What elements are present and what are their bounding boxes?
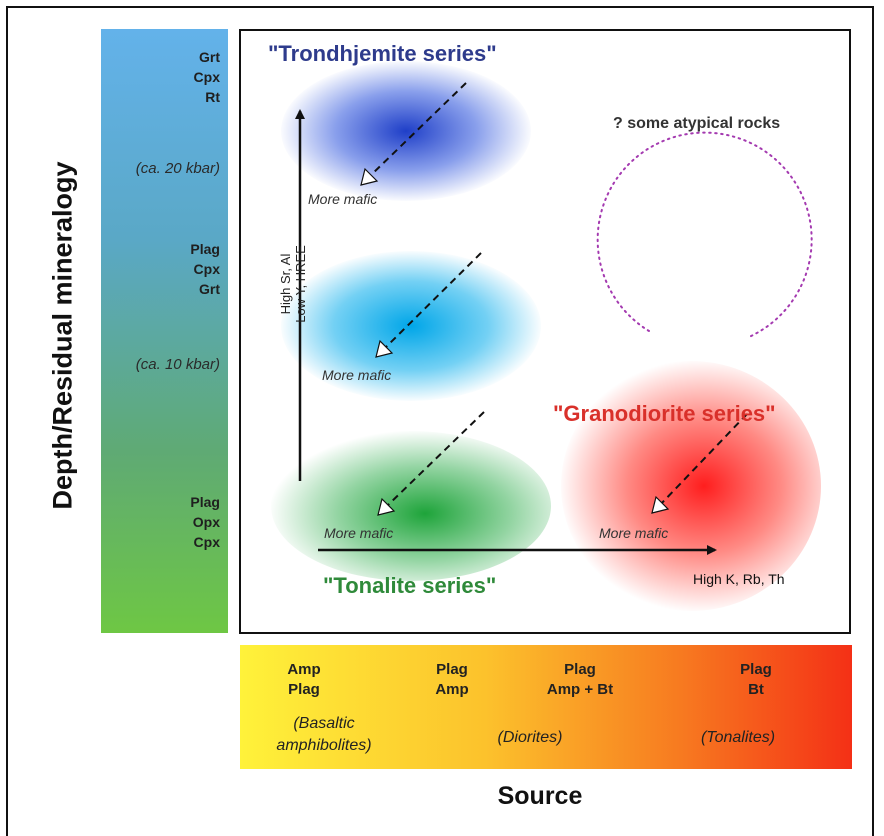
figure-frame bbox=[6, 6, 874, 836]
mineral-label: Amp bbox=[287, 661, 321, 678]
mineral-label: Plag bbox=[288, 681, 320, 698]
tonalite-series-title: "Tonalite series" bbox=[323, 573, 497, 598]
diagram-arrows bbox=[295, 82, 813, 555]
trondhjemite-field bbox=[281, 61, 531, 201]
source-mineral-group-2: Plag Amp bbox=[422, 660, 482, 700]
granodiorite-field bbox=[561, 361, 821, 611]
mineral-label: Bt bbox=[748, 681, 764, 698]
tonalite-mafic-trend bbox=[377, 411, 485, 516]
vertical-arrow-label: High Sr, Al Low Y, HREE bbox=[278, 224, 308, 344]
trondhjemite-series-title: "Trondhjemite series" bbox=[268, 41, 497, 66]
rock-type-label: (Basaltic bbox=[293, 715, 355, 732]
mineral-label: Cpx bbox=[193, 534, 220, 550]
mineral-label: Plag bbox=[436, 661, 468, 678]
mineral-label: Amp + Bt bbox=[546, 681, 614, 698]
source-mineral-group-4: Plag Bt bbox=[726, 660, 786, 700]
source-rock-basaltic-amphibolites: (Basaltic amphibolites) bbox=[254, 713, 394, 757]
mineral-label: Plag bbox=[190, 494, 220, 510]
intermediate-mafic-label: More mafic bbox=[322, 367, 392, 383]
y-axis-title: Depth/Residual mineralogy bbox=[47, 161, 78, 510]
diagram-panel: "Trondhjemite series" "Granodiorite seri… bbox=[239, 29, 851, 634]
mineral-label: Amp bbox=[435, 681, 469, 698]
atypical-rocks-circle bbox=[596, 131, 813, 338]
mineral-label: Rt bbox=[205, 89, 220, 105]
tonalite-mafic-label: More mafic bbox=[324, 525, 394, 541]
vertical-arrow-label-line: Low Y, HREE bbox=[293, 245, 308, 323]
x-axis-title: Source bbox=[497, 782, 583, 810]
rock-type-label: amphibolites) bbox=[276, 737, 372, 754]
tonalite-field bbox=[271, 431, 551, 581]
depth-gradient-bar: Grt Cpx Rt (ca. 20 kbar) Plag Cpx Grt (c… bbox=[101, 29, 228, 633]
granodiorite-series-title: "Granodiorite series" bbox=[553, 401, 776, 426]
pressure-label-10kbar: (ca. 10 kbar) bbox=[135, 356, 220, 373]
granodiorite-mafic-label: More mafic bbox=[599, 525, 669, 541]
mineral-label: Plag bbox=[740, 661, 772, 678]
intermediate-mafic-trend bbox=[375, 252, 482, 358]
intermediate-field bbox=[281, 251, 541, 401]
mineral-label: Opx bbox=[192, 514, 220, 530]
mineral-label: Plag bbox=[190, 241, 220, 257]
mineral-label: Grt bbox=[199, 281, 220, 297]
horizontal-arrow-label: High K, Rb, Th bbox=[693, 571, 785, 587]
source-rock-tonalites: (Tonalites) bbox=[700, 729, 776, 746]
mineral-label: Plag bbox=[564, 661, 596, 678]
vertical-arrow-label-line: High Sr, Al bbox=[278, 253, 293, 315]
mineral-label: Cpx bbox=[193, 69, 220, 85]
residual-mineral-group-mid-pressure: Plag Cpx Grt bbox=[190, 239, 220, 299]
residual-mineral-group-high-pressure: Grt Cpx Rt bbox=[194, 47, 220, 107]
source-mineral-group-3: Plag Amp + Bt bbox=[530, 660, 630, 700]
trondhjemite-mafic-label: More mafic bbox=[308, 191, 378, 207]
source-gradient-bar: Amp Plag Plag Amp Plag Amp + Bt Plag Bt … bbox=[240, 645, 852, 769]
residual-mineral-group-low-pressure: Plag Opx Cpx bbox=[190, 492, 220, 552]
granodiorite-mafic-trend bbox=[651, 413, 748, 514]
mineral-label: Grt bbox=[199, 49, 220, 65]
pressure-label-20kbar: (ca. 20 kbar) bbox=[135, 160, 220, 177]
source-rock-diorites: (Diorites) bbox=[497, 729, 563, 746]
trondhjemite-mafic-trend bbox=[360, 82, 467, 186]
mineral-label: Cpx bbox=[193, 261, 220, 277]
source-mineral-group-1: Amp Plag bbox=[274, 660, 334, 700]
atypical-rocks-label: ? some atypical rocks bbox=[613, 115, 781, 132]
